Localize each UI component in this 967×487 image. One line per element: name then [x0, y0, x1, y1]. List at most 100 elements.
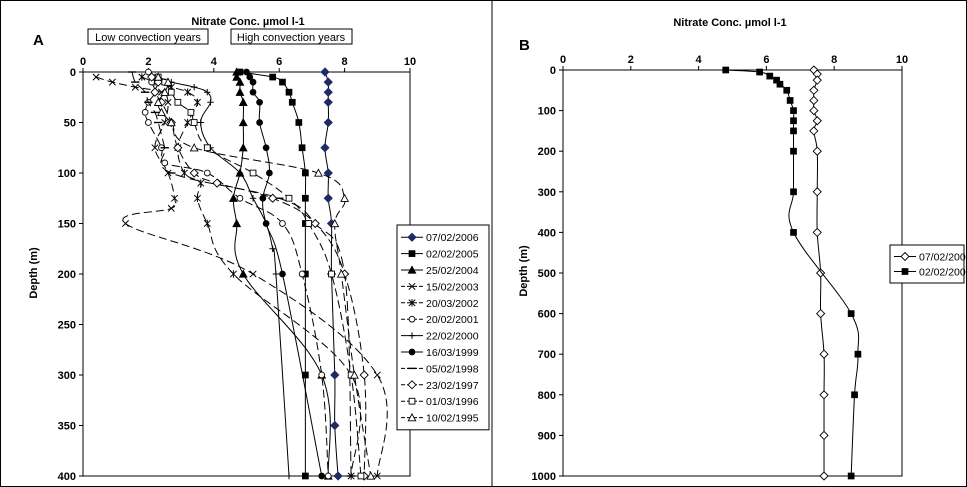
b-point-07-02-2006-9	[812, 187, 822, 197]
a-point-01-03-1996-12	[357, 472, 365, 480]
a-point-02-02-2005-1	[269, 73, 277, 81]
panel-b-chart: 0 2 4 6 8 10010020030040050060070080090010000…	[532, 54, 967, 483]
b-legend-marker-07-02-2006	[900, 251, 910, 262]
a-point-20-02-2001-11	[298, 270, 306, 278]
a-xtick-label-10: 10	[404, 56, 416, 68]
a-legend-label-16-03-1999: 16/03/1999	[426, 347, 479, 359]
a-point-07-02-2006-12	[333, 471, 343, 481]
a-point-20-03-2002-4	[193, 98, 202, 106]
a-ytick-label-0: 0	[70, 67, 76, 79]
a-legend-marker-15-02-2003	[408, 282, 416, 290]
b-ytick-label-300: 300	[538, 187, 556, 199]
a-point-02-02-2005-4	[288, 98, 296, 106]
a-point-02-02-2005-6	[298, 144, 306, 152]
a-point-10-02-1995-3	[153, 97, 163, 106]
b-point-07-02-2006-4	[809, 95, 819, 106]
a-series-15-02-2003	[92, 73, 388, 480]
a-legend-marker-16-03-1999	[408, 348, 416, 356]
a-point-01-03-1996-6	[203, 144, 211, 152]
b-ytick-label-100: 100	[538, 106, 556, 118]
a-point-22-02-2000-4	[207, 99, 214, 106]
b-legend-label-07-02-2006: 07/02/2006	[919, 252, 967, 264]
a-point-01-03-1996-5	[190, 119, 198, 126]
a-point-10-02-1995-12	[366, 471, 376, 480]
b-point-02-02-2005-12	[790, 229, 797, 236]
a-point-15-02-2003-11	[249, 270, 257, 278]
a-point-07-02-2006-0	[320, 67, 330, 77]
b-point-07-02-2006-6	[812, 116, 822, 126]
a-legend-label-22-02-2000: 22/02/2000	[426, 331, 479, 343]
b-point-02-02-2005-15	[851, 391, 858, 399]
low-convection-box	[87, 28, 209, 45]
b-point-02-02-2005-3	[773, 76, 780, 84]
a-point-10-02-1995-0	[153, 72, 163, 81]
a-point-20-03-2002-10	[203, 219, 211, 228]
a-point-20-03-2002-0	[138, 73, 146, 81]
a-ytick-label-300: 300	[58, 370, 76, 382]
a-point-02-02-2005-2	[279, 78, 286, 86]
a-legend-marker-23-02-1997	[407, 380, 417, 390]
a-point-25-02-2004-3	[235, 87, 245, 96]
a-xtick-label-4: 4	[211, 56, 218, 68]
a-point-01-03-1996-8	[285, 194, 293, 202]
a-xtick-label-0: 0	[80, 56, 86, 68]
b-ytick-label-800: 800	[538, 390, 556, 402]
a-point-16-03-1999-9	[262, 220, 270, 227]
a-point-16-03-1999-2	[249, 78, 257, 86]
a-point-23-02-1997-0	[147, 72, 157, 82]
panel-a-chart: 0 2 4 6 8 1005010015020025030035040007/02/200…	[58, 56, 490, 483]
a-point-20-02-2001-8	[203, 169, 211, 177]
b-point-02-02-2005-1	[756, 68, 763, 76]
a-point-01-03-1996-4	[187, 109, 195, 116]
a-point-07-02-2006-2	[323, 87, 333, 97]
b-legend-label-02-02-2005: 02/02/2005	[919, 267, 967, 279]
b-point-07-02-2006-10	[812, 227, 822, 238]
a-point-20-03-2002-9	[193, 194, 202, 202]
a-legend-label-01-03-1996: 01/03/1996	[426, 396, 479, 408]
a-point-20-03-2002-3	[184, 88, 192, 96]
a-point-07-02-2006-3	[323, 97, 333, 107]
b-point-07-02-2006-16	[819, 471, 829, 481]
b-ytick-label-200: 200	[538, 146, 556, 158]
a-point-25-02-2004-1	[232, 72, 242, 81]
a-point-15-02-2003-10	[121, 219, 130, 228]
a-point-20-03-2002-11	[229, 270, 237, 278]
b-point-07-02-2006-12	[816, 308, 826, 319]
a-legend-marker-07-02-2006	[407, 232, 417, 242]
b-ytick-label-1000: 1000	[532, 471, 556, 483]
a-legend-label-20-03-2002: 20/03/2002	[426, 298, 479, 310]
high-convection-label: High convection years	[237, 32, 346, 44]
b-point-07-02-2006-7	[809, 126, 819, 136]
a-legend-label-23-02-1997: 23/02/1997	[426, 380, 479, 392]
a-point-01-03-1996-10	[328, 270, 335, 278]
a-point-02-02-2005-7	[302, 169, 309, 177]
b-ytick-label-500: 500	[538, 268, 556, 280]
a-point-16-03-1999-11	[318, 472, 326, 480]
panel-b-title: Nitrate Conc. µmol l-1	[673, 17, 786, 29]
a-point-01-03-1996-2	[167, 88, 175, 96]
a-point-15-02-2003-5	[161, 118, 169, 127]
b-point-07-02-2006-8	[812, 146, 822, 156]
a-point-25-02-2004-2	[235, 77, 245, 86]
a-point-16-03-1999-10	[279, 270, 286, 278]
a-point-23-02-1997-6	[189, 168, 199, 178]
a-point-02-02-2005-3	[285, 88, 293, 96]
a-point-23-02-1997-8	[268, 193, 278, 203]
a-point-10-02-1995-5	[166, 117, 176, 127]
panel-a-ylabel: Depth (m)	[28, 247, 40, 299]
a-point-10-02-1995-9	[330, 218, 340, 228]
a-point-15-02-2003-8	[171, 194, 179, 202]
a-point-07-02-2006-10	[330, 370, 340, 380]
a-point-15-02-2003-0	[92, 73, 100, 81]
a-point-16-03-1999-5	[256, 119, 263, 126]
a-point-10-02-1995-11	[349, 370, 359, 379]
b-point-02-02-2005-7	[790, 107, 797, 114]
b-point-07-02-2006-15	[819, 430, 829, 441]
a-legend-label-07-02-2006: 07/02/2006	[426, 232, 479, 244]
a-point-15-02-2003-13	[373, 472, 381, 480]
a-point-15-02-2003-9	[167, 204, 175, 212]
a-series-16-03-1999	[243, 68, 326, 480]
b-ytick-label-700: 700	[538, 349, 556, 361]
a-point-23-02-1997-11	[359, 370, 369, 380]
